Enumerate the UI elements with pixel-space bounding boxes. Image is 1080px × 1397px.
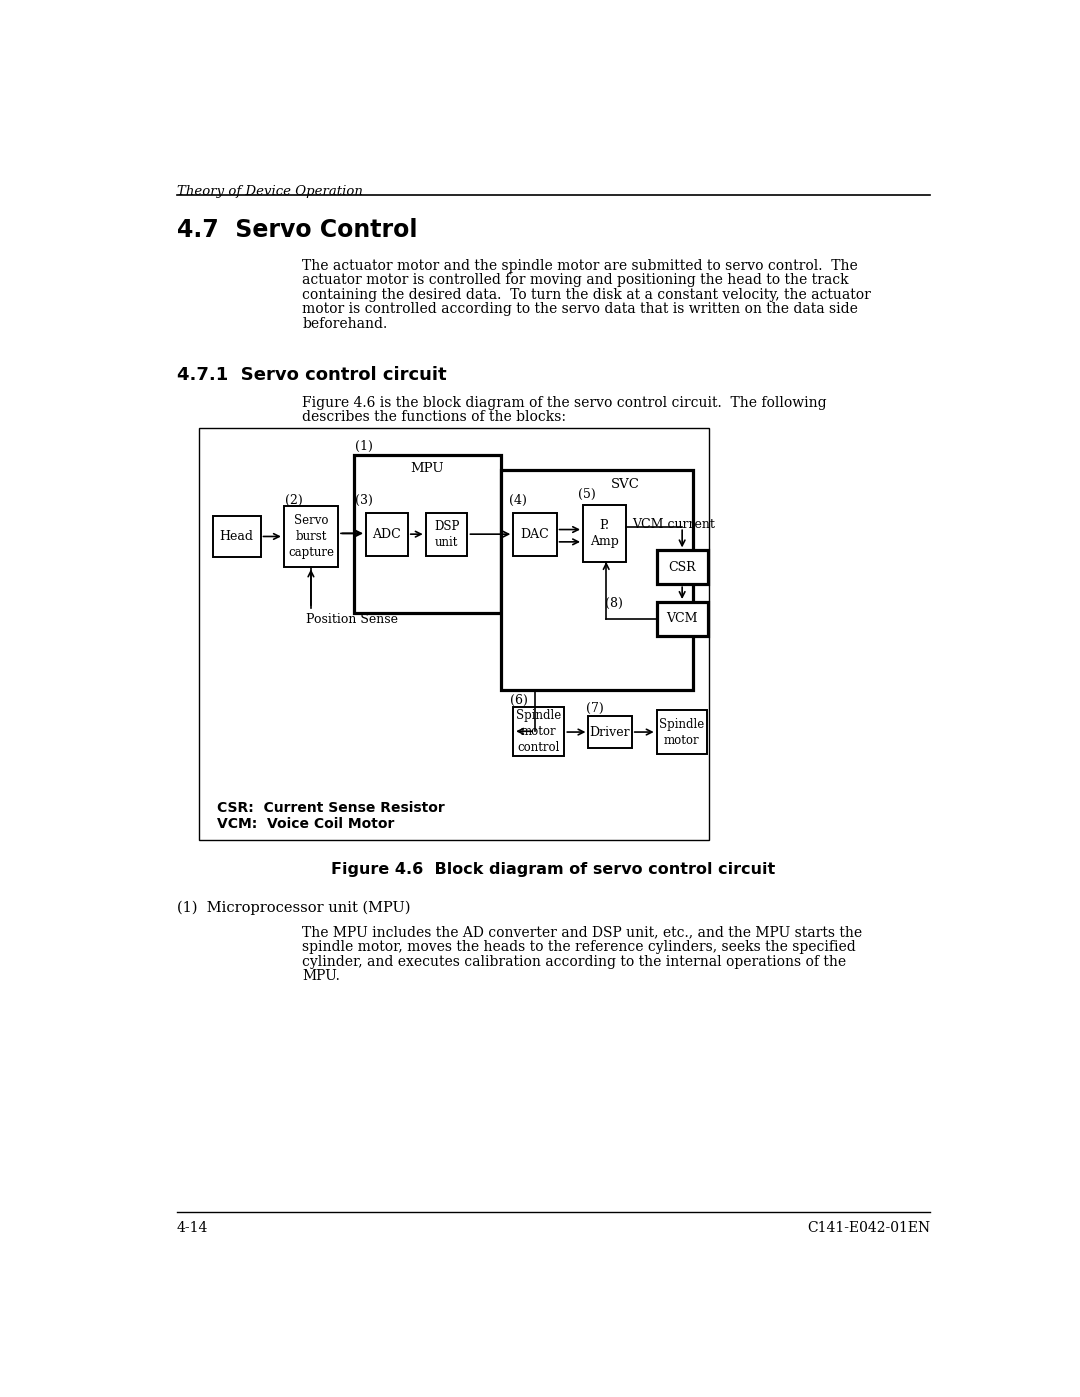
Text: Theory of Device Operation: Theory of Device Operation [177,184,363,197]
Bar [513,513,556,556]
Bar [199,427,708,840]
Text: P.
Amp: P. Amp [590,518,619,548]
Text: DSP
unit: DSP unit [434,520,459,549]
Text: motor is controlled according to the servo data that is written on the data side: motor is controlled according to the ser… [302,302,859,316]
Text: describes the functions of the blocks:: describes the functions of the blocks: [302,411,566,425]
Text: beforehand.: beforehand. [302,317,388,331]
Text: Spindle
motor
control: Spindle motor control [516,708,562,754]
Text: Spindle
motor: Spindle motor [659,718,704,746]
Bar [589,715,632,749]
Text: ADC: ADC [373,528,402,541]
Text: (6): (6) [510,693,528,707]
Text: (3): (3) [355,495,373,507]
Text: DAC: DAC [521,528,550,541]
Bar [353,455,501,613]
Bar [513,707,565,756]
Text: (5): (5) [578,488,596,502]
Text: Position Sense: Position Sense [306,613,397,626]
Text: Servo
burst
capture: Servo burst capture [288,514,334,559]
Text: VCM:  Voice Coil Motor: VCM: Voice Coil Motor [217,817,394,831]
Bar [501,471,693,690]
Text: MPU: MPU [410,462,444,475]
Text: CSR: CSR [669,560,696,574]
Text: MPU.: MPU. [302,970,340,983]
Text: spindle motor, moves the heads to the reference cylinders, seeks the specified: spindle motor, moves the heads to the re… [302,940,856,954]
Text: 4-14: 4-14 [177,1221,208,1235]
Bar [426,513,468,556]
Text: VCM: VCM [666,612,698,626]
Text: VCM current: VCM current [632,518,715,531]
Text: C141-E042-01EN: C141-E042-01EN [807,1221,930,1235]
Bar [583,504,626,562]
Text: cylinder, and executes calibration according to the internal operations of the: cylinder, and executes calibration accor… [302,954,847,968]
Text: Driver: Driver [590,725,631,739]
Text: (1): (1) [355,440,373,453]
Text: containing the desired data.  To turn the disk at a constant velocity, the actua: containing the desired data. To turn the… [302,288,872,302]
Text: The MPU includes the AD converter and DSP unit, etc., and the MPU starts the: The MPU includes the AD converter and DS… [302,925,863,939]
Bar [284,507,338,567]
Bar [657,550,707,584]
Bar [213,515,260,557]
Text: SVC: SVC [611,478,640,490]
Bar [657,602,707,636]
Text: (8): (8) [605,598,622,610]
Text: 4.7  Servo Control: 4.7 Servo Control [177,218,417,242]
Text: 4.7.1  Servo control circuit: 4.7.1 Servo control circuit [177,366,446,384]
Text: (1)  Microprocessor unit (MPU): (1) Microprocessor unit (MPU) [177,901,410,915]
Text: (4): (4) [509,495,526,507]
Text: (7): (7) [586,703,604,715]
Text: Figure 4.6  Block diagram of servo control circuit: Figure 4.6 Block diagram of servo contro… [332,862,775,877]
Text: Figure 4.6 is the block diagram of the servo control circuit.  The following: Figure 4.6 is the block diagram of the s… [302,395,827,409]
Bar [366,513,408,556]
Text: CSR:  Current Sense Resistor: CSR: Current Sense Resistor [217,800,445,814]
Text: actuator motor is controlled for moving and positioning the head to the track: actuator motor is controlled for moving … [302,274,849,288]
Text: The actuator motor and the spindle motor are submitted to servo control.  The: The actuator motor and the spindle motor… [302,258,859,272]
Text: Head: Head [219,529,254,543]
Bar [657,711,707,753]
Text: (2): (2) [285,495,303,507]
